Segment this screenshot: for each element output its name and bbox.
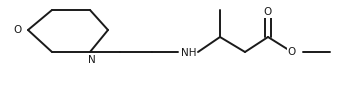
Text: O: O — [264, 7, 272, 17]
Text: O: O — [14, 25, 22, 35]
Text: NH: NH — [181, 48, 197, 58]
Text: O: O — [288, 47, 296, 57]
Text: N: N — [88, 55, 96, 65]
